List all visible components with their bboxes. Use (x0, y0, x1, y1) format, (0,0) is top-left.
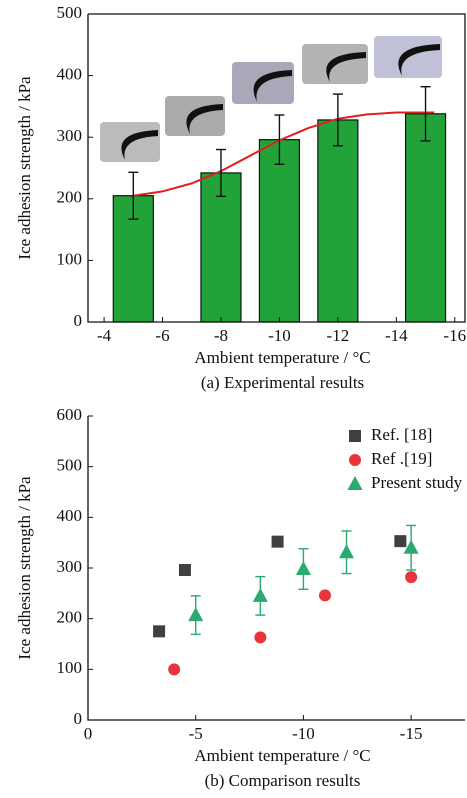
y-tick-label: 600 (57, 405, 83, 424)
marker-triangle (403, 539, 419, 554)
marker-triangle (252, 587, 268, 602)
bar (317, 119, 359, 323)
ice-photos (100, 36, 442, 162)
marker-circle (405, 571, 418, 584)
marker-triangle (295, 561, 311, 576)
marker-circle (254, 631, 267, 644)
marker-square (271, 535, 284, 548)
marker-square (394, 535, 407, 548)
y-tick-label: 100 (57, 249, 83, 268)
bar (404, 113, 447, 323)
legend-marker (349, 454, 361, 466)
legend-marker (347, 476, 363, 490)
y-tick-label: 200 (57, 188, 83, 207)
x-tick-label: -5 (189, 724, 203, 743)
marker-triangle (188, 607, 204, 622)
legend-marker (349, 430, 361, 442)
marker-circle (168, 663, 181, 676)
x-tick-label: -8 (214, 326, 228, 345)
y-tick-label: 0 (74, 709, 83, 728)
legend-label: Present study (371, 473, 463, 492)
y-tick-label: 400 (57, 65, 83, 84)
marker-square (178, 564, 191, 577)
y-tick-label: 200 (57, 608, 83, 627)
y-axis-title: Ice adhesion strength / kPa (15, 476, 34, 660)
x-axis-title: Ambient temperature / °C (194, 746, 370, 765)
legend-label: Ref. [18] (371, 425, 432, 444)
x-tick-label: -15 (400, 724, 423, 743)
y-tick-label: 300 (57, 557, 83, 576)
x-tick-label: -10 (292, 724, 315, 743)
marker-circle (318, 589, 331, 602)
y-tick-label: 0 (74, 311, 83, 330)
x-tick-label: -4 (97, 326, 112, 345)
x-tick-label: -10 (268, 326, 291, 345)
x-tick-label: 0 (84, 724, 93, 743)
y-tick-label: 300 (57, 126, 83, 145)
axis-frame (87, 13, 466, 323)
x-tick-label: -14 (385, 326, 408, 345)
caption: (a) Experimental results (201, 373, 364, 392)
caption: (b) Comparison results (205, 771, 361, 790)
y-axis-title: Ice adhesion strength / kPa (15, 76, 34, 260)
bar (258, 139, 301, 323)
x-tick-label: -12 (327, 326, 350, 345)
x-tick-label: -6 (155, 326, 169, 345)
y-tick-label: 500 (57, 456, 83, 475)
y-tick-label: 100 (57, 658, 83, 677)
y-tick-label: 500 (57, 3, 83, 22)
y-tick-label: 400 (57, 506, 83, 525)
marker-triangle (339, 544, 355, 559)
legend-label: Ref .[19] (371, 449, 432, 468)
fit-curve (133, 111, 435, 197)
x-tick-label: -16 (443, 326, 466, 345)
x-axis-title: Ambient temperature / °C (194, 348, 370, 367)
bar (200, 172, 242, 323)
marker-square (153, 625, 166, 638)
